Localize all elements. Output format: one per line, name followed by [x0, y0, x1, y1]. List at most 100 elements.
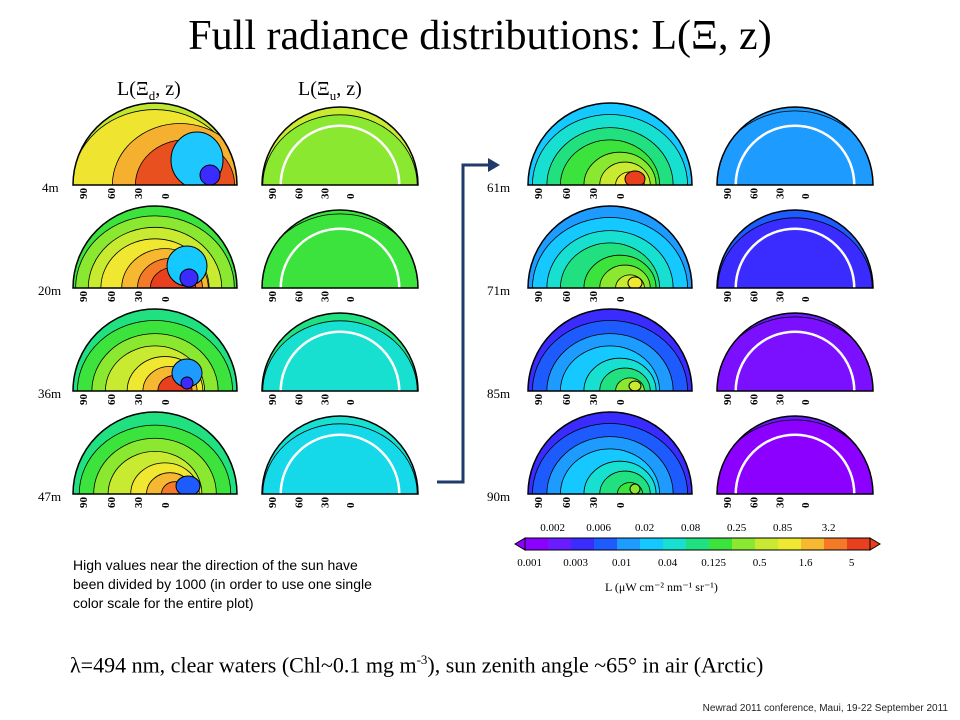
zenith-tick-label: 90: [267, 291, 279, 303]
zenith-tick-label: 60: [106, 497, 118, 509]
column-label-upward-sub: u: [329, 88, 337, 103]
polar-plot: 90 60 30 0: [716, 415, 874, 509]
zenith-tick-label: 0: [160, 502, 172, 508]
zenith-tick-label: 90: [533, 188, 545, 200]
zenith-tick-label: 0: [160, 193, 172, 199]
zenith-tick-label: 0: [345, 502, 357, 508]
depth-label-left: 36m: [38, 386, 62, 401]
zenith-tick-label: 60: [561, 497, 573, 509]
zenith-tick-label: 30: [774, 188, 786, 200]
color-scale-segment: [847, 538, 871, 550]
depth-label-right: 90m: [487, 489, 511, 504]
depth-label-left: 4m: [42, 180, 59, 195]
polar-plot: 90 60 30 0: [527, 205, 693, 303]
color-scale-segment: [778, 538, 802, 550]
plot-outline: [527, 411, 693, 495]
color-scale-bottom-label: 0.01: [612, 557, 631, 569]
zenith-tick-label: 0: [800, 399, 812, 405]
color-scale-unit-label: L (μW cm⁻² nm⁻¹ sr⁻¹): [605, 580, 718, 594]
color-scale: 0.002 0.006 0.02 0.08 0.25 0.85 3.2 0.001 0.003 0…: [514, 522, 881, 569]
column-label-downward: L(Ξd, z): [117, 78, 181, 104]
color-scale-bottom-label: 0.04: [658, 557, 678, 569]
color-scale-segment: [732, 538, 756, 550]
zenith-tick-label: 30: [774, 497, 786, 509]
polar-plot: 90 60 30 0: [527, 411, 693, 509]
polar-plot: 90 60 30 0: [261, 312, 419, 406]
zenith-tick-label: 60: [106, 188, 118, 200]
zenith-tick-label: 30: [133, 394, 145, 406]
zenith-tick-label: 90: [267, 394, 279, 406]
column-label-upward-main: L(Ξ: [298, 78, 330, 100]
zenith-tick-label: 0: [345, 399, 357, 405]
color-scale-segment: [594, 538, 618, 550]
footer-text: Newrad 2011 conference, Maui, 19-22 Sept…: [702, 703, 948, 714]
plot-outline: [527, 308, 693, 392]
polar-plot: 90 60 30 0: [527, 308, 693, 406]
column-label-upward-tail: , z): [336, 78, 362, 100]
color-scale-segment: [663, 538, 687, 550]
zenith-tick-label: 60: [294, 497, 306, 509]
color-scale-bottom-label: 0.5: [753, 557, 767, 569]
critical-angle-line: [734, 433, 856, 494]
polar-plot: 90 60 30 0: [716, 209, 874, 303]
polar-plot: 90 60 30 0: [72, 102, 238, 200]
zenith-tick-label: 0: [345, 296, 357, 302]
critical-angle-line: [734, 124, 856, 185]
color-scale-segment: [548, 538, 572, 550]
zenith-tick-label: 60: [561, 188, 573, 200]
color-scale-segment: [801, 538, 825, 550]
color-scale-top-label: 0.02: [635, 522, 654, 534]
sun-glint: [624, 170, 646, 185]
plot-outline: [261, 106, 419, 186]
color-scale-top-label: 0.85: [773, 522, 793, 534]
column-label-downward-sub: d: [148, 88, 156, 103]
conditions-text: λ=494 nm, clear waters (Chl~0.1 mg m: [70, 652, 417, 678]
color-scale-top-label: 0.006: [586, 522, 611, 534]
zenith-tick-label: 0: [800, 296, 812, 302]
color-scale-top-label: 0.08: [681, 522, 701, 534]
sun-glint: [179, 268, 199, 288]
zenith-tick-label: 30: [774, 291, 786, 303]
polar-plot: 90 60 30 0: [72, 205, 238, 303]
zenith-tick-label: 30: [588, 497, 600, 509]
measurement-conditions: λ=494 nm, clear waters (Chl~0.1 mg m-3),…: [70, 652, 950, 678]
zenith-tick-label: 30: [319, 394, 331, 406]
polar-plot: 90 60 30 0: [72, 308, 238, 406]
contour-band: [599, 470, 651, 494]
sun-glint: [175, 475, 201, 494]
zenith-tick-label: 90: [722, 188, 734, 200]
zenith-tick-label: 30: [319, 291, 331, 303]
explanatory-note: High values near the direction of the su…: [73, 557, 372, 611]
color-scale-top-label: 0.25: [727, 522, 747, 534]
color-scale-bottom-label: 0.125: [701, 557, 726, 569]
zenith-tick-label: 30: [588, 394, 600, 406]
color-scale-max-arrow: [869, 537, 881, 551]
critical-angle-line: [279, 227, 401, 288]
color-scale-segment: [617, 538, 641, 550]
zenith-tick-label: 60: [561, 291, 573, 303]
color-scale-segment: [686, 538, 710, 550]
color-scale-top-label: 0.002: [540, 522, 565, 534]
zenith-tick-label: 60: [294, 394, 306, 406]
zenith-tick-label: 30: [133, 291, 145, 303]
zenith-tick-label: 90: [267, 497, 279, 509]
depth-label-right: 85m: [487, 386, 511, 401]
zenith-tick-label: 30: [319, 188, 331, 200]
zenith-tick-label: 60: [749, 497, 761, 509]
sun-glint: [629, 483, 641, 494]
polar-plot: 90 60 30 0: [527, 102, 693, 200]
zenith-tick-label: 90: [722, 497, 734, 509]
column-label-upward: L(Ξu, z): [298, 78, 362, 104]
column-label-downward-main: L(Ξ: [117, 78, 149, 100]
plot-outline: [261, 209, 419, 289]
continuation-arrow-line: [437, 163, 492, 484]
zenith-tick-label: 90: [78, 188, 90, 200]
zenith-tick-label: 0: [800, 193, 812, 199]
sun-glint: [180, 376, 194, 390]
polar-plot: 90 60 30 0: [261, 415, 419, 509]
zenith-tick-label: 0: [160, 296, 172, 302]
zenith-tick-label: 60: [749, 291, 761, 303]
zenith-tick-label: 60: [561, 394, 573, 406]
zenith-tick-label: 30: [319, 497, 331, 509]
